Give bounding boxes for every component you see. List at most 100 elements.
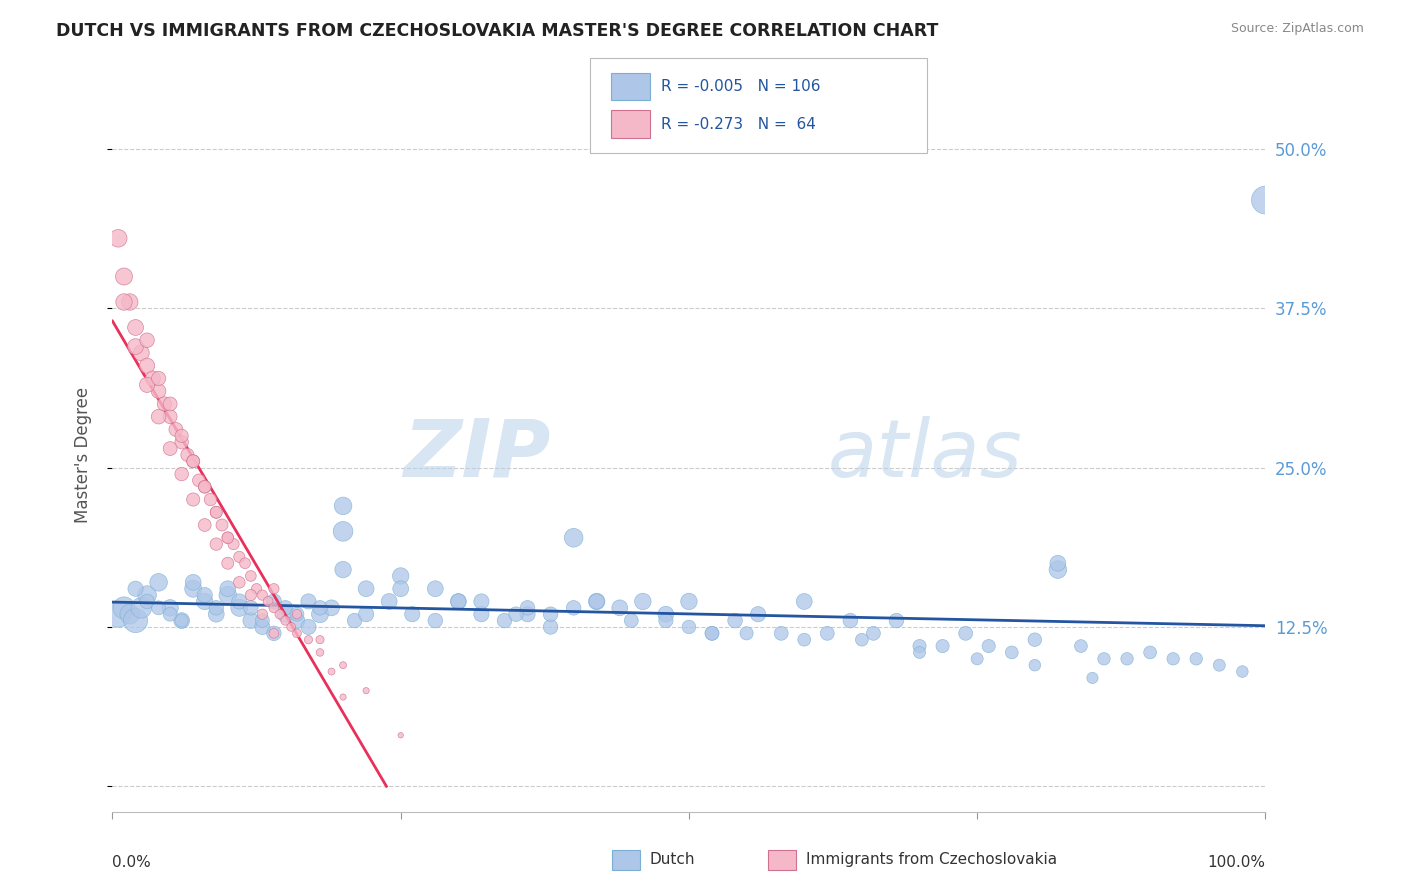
Point [332, 524, 354, 539]
Point [585, 594, 607, 608]
Point [257, 594, 280, 608]
Point [516, 600, 538, 615]
Point [655, 614, 678, 628]
Point [228, 594, 250, 608]
Point [343, 614, 366, 628]
Point [516, 607, 538, 622]
Point [321, 665, 343, 679]
Point [1208, 658, 1230, 673]
Point [955, 626, 977, 640]
Point [1046, 556, 1069, 570]
Point [205, 505, 228, 519]
Point [205, 505, 228, 519]
Point [136, 588, 159, 602]
Point [1070, 639, 1092, 653]
Point [609, 600, 631, 615]
Point [194, 518, 217, 533]
Point [494, 614, 516, 628]
Point [1254, 193, 1277, 207]
Point [181, 575, 204, 590]
Point [562, 531, 585, 545]
Point [263, 600, 285, 615]
Point [389, 582, 412, 596]
Point [425, 614, 447, 628]
Point [966, 652, 988, 666]
Point [389, 728, 412, 742]
Point [181, 454, 204, 468]
Point [228, 600, 250, 615]
Point [136, 359, 159, 373]
Point [747, 607, 769, 622]
Point [205, 607, 228, 622]
Point [200, 492, 222, 507]
Point [309, 645, 332, 659]
Point [724, 614, 747, 628]
Point [280, 620, 302, 634]
Point [170, 614, 193, 628]
Point [631, 594, 654, 608]
Point [228, 549, 250, 564]
Point [770, 626, 793, 640]
Point [1001, 645, 1024, 659]
Point [1046, 563, 1069, 577]
Point [159, 442, 181, 456]
Point [389, 569, 412, 583]
Point [159, 607, 181, 622]
Point [239, 600, 262, 615]
Point [908, 639, 931, 653]
Point [285, 626, 308, 640]
Point [908, 645, 931, 659]
Point [181, 582, 204, 596]
Point [170, 614, 193, 628]
Text: Dutch: Dutch [650, 853, 695, 867]
Point [176, 448, 198, 462]
Point [217, 531, 239, 545]
Point [815, 626, 838, 640]
Point [194, 588, 217, 602]
Point [470, 594, 492, 608]
Point [245, 582, 267, 596]
Point [309, 632, 332, 647]
Point [354, 683, 377, 698]
Point [217, 556, 239, 570]
Point [793, 632, 815, 647]
Point [678, 620, 700, 634]
Text: 0.0%: 0.0% [112, 855, 152, 870]
Point [1232, 665, 1254, 679]
Point [1081, 671, 1104, 685]
Text: DUTCH VS IMMIGRANTS FROM CZECHOSLOVAKIA MASTER'S DEGREE CORRELATION CHART: DUTCH VS IMMIGRANTS FROM CZECHOSLOVAKIA … [56, 22, 939, 40]
Point [263, 594, 285, 608]
Text: atlas: atlas [827, 416, 1022, 494]
Point [470, 607, 492, 622]
Point [136, 377, 159, 392]
Point [170, 467, 193, 481]
Point [217, 588, 239, 602]
Point [585, 594, 607, 608]
Point [297, 620, 319, 634]
Point [274, 607, 297, 622]
Point [148, 575, 170, 590]
Point [153, 397, 176, 411]
Point [181, 492, 204, 507]
Point [886, 614, 908, 628]
Point [862, 626, 884, 640]
Point [620, 614, 643, 628]
Point [1092, 652, 1115, 666]
Point [839, 614, 862, 628]
Point [170, 435, 193, 450]
Point [217, 531, 239, 545]
Point [159, 409, 181, 424]
Text: R = -0.005   N = 106: R = -0.005 N = 106 [661, 78, 821, 94]
Point [309, 607, 332, 622]
Point [252, 607, 274, 622]
Point [401, 607, 423, 622]
Point [228, 575, 250, 590]
Point [1116, 652, 1139, 666]
Point [274, 600, 297, 615]
Point [194, 480, 217, 494]
Point [309, 600, 332, 615]
Point [851, 632, 873, 647]
Point [354, 582, 377, 596]
Point [118, 607, 141, 622]
Point [124, 582, 146, 596]
